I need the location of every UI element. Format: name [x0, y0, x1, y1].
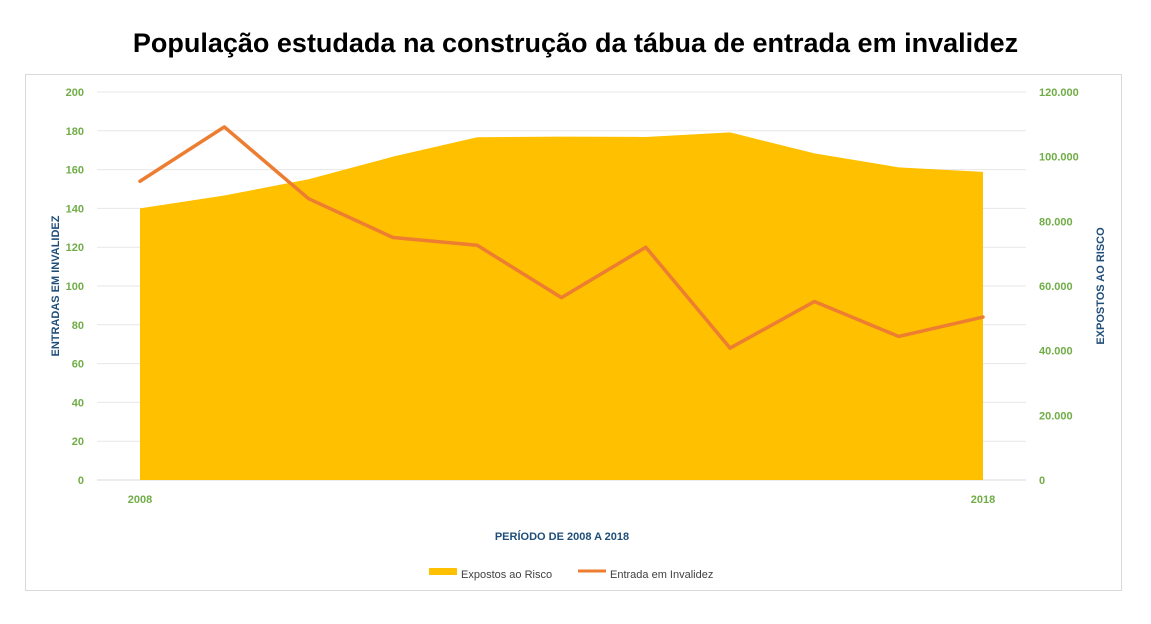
legend-label-area: Expostos ao Risco [461, 569, 552, 581]
chart-frame [25, 74, 1122, 591]
x-tick-label: 2008 [128, 494, 152, 506]
left-tick-label: 100 [66, 281, 84, 293]
right-tick-label: 120.000 [1039, 87, 1079, 99]
right-tick-label: 40.000 [1039, 346, 1073, 358]
legend: Expostos ao Risco Entrada em Invalidez [429, 568, 713, 581]
left-tick-label: 200 [66, 87, 84, 99]
area-series-layer [140, 132, 983, 480]
right-tick-label: 0 [1039, 475, 1045, 487]
right-tick-label: 20.000 [1039, 410, 1073, 422]
left-tick-label: 40 [72, 397, 84, 409]
left-tick-label: 60 [72, 359, 84, 371]
left-tick-label: 160 [66, 165, 84, 177]
y-axis-left-title: ENTRADAS EM INVALIDEZ [50, 215, 62, 356]
x-tick-label: 2018 [971, 494, 995, 506]
left-tick-label: 0 [78, 475, 84, 487]
left-tick-label: 80 [72, 320, 84, 332]
x-axis-ticks: 2008 2018 [128, 494, 995, 506]
page-title: População estudada na construção da tábu… [132, 28, 1019, 58]
left-tick-label: 180 [66, 126, 84, 138]
right-tick-label: 60.000 [1039, 281, 1073, 293]
right-tick-label: 80.000 [1039, 216, 1073, 228]
legend-label-line: Entrada em Invalidez [610, 569, 713, 581]
left-tick-label: 120 [66, 242, 84, 254]
area-series-expostos [140, 132, 983, 480]
line-series-layer [138, 125, 985, 350]
x-axis-title: PERÍODO DE 2008 A 2018 [495, 530, 629, 543]
line-series-entradas [138, 125, 985, 350]
right-tick-label: 100.000 [1039, 152, 1079, 164]
left-tick-label: 140 [66, 203, 84, 215]
right-axis-ticks: 0 20.000 40.000 60.000 80.000 100.000 120.000 [1039, 87, 1079, 487]
y-axis-right-title: EXPOSTOS AO RISCO [1095, 227, 1107, 345]
left-axis-ticks: 0 20 40 60 80 100 120 140 160 180 200 [66, 87, 84, 487]
left-tick-label: 20 [72, 436, 84, 448]
legend-swatch-area [429, 568, 457, 575]
